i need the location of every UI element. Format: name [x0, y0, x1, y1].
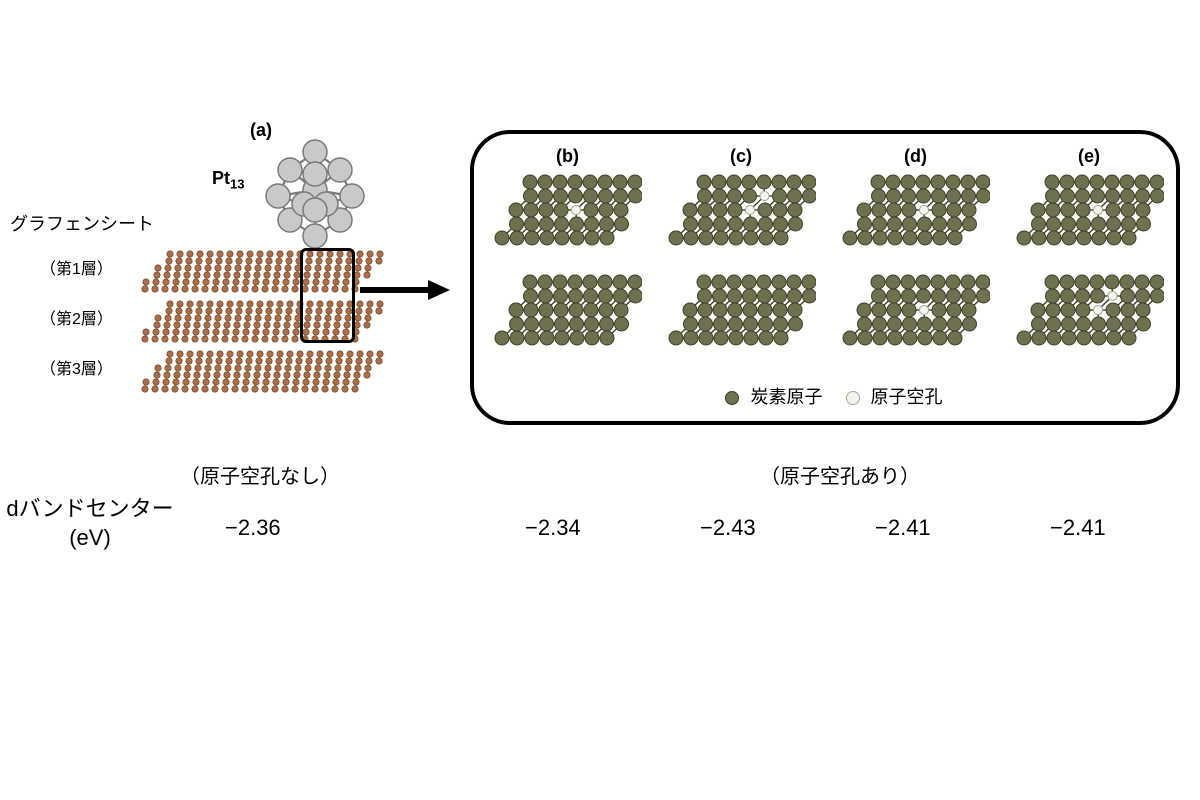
- pt13-label: Pt13: [212, 168, 244, 192]
- figure: (a) Pt13 グラフェンシート （第1層） （第2層） （第3層） (b) …: [0, 120, 1200, 680]
- dband-value-a: −2.36: [225, 515, 281, 541]
- with-vacancy-label: （原子空孔あり）: [760, 460, 920, 489]
- config-c-layer2: [666, 274, 816, 354]
- graphene-sheet-label: グラフェンシート: [10, 210, 154, 236]
- layer3-label: （第3層）: [40, 355, 113, 379]
- panel-label-e: (e): [1078, 146, 1100, 167]
- panel-a: (a) Pt13 グラフェンシート （第1層） （第2層） （第3層）: [130, 120, 440, 440]
- panel-label-b: (b): [556, 146, 579, 167]
- panel-label-d: (d): [904, 146, 927, 167]
- pt-sub: 13: [230, 177, 244, 192]
- config-c-layer1: [666, 174, 816, 254]
- panel-label-c: (c): [730, 146, 752, 167]
- highlight-box: [300, 248, 355, 343]
- dband-label: dバンドセンター (eV): [0, 495, 180, 552]
- dband-value-b: −2.34: [525, 515, 581, 541]
- config-b-layer2: [492, 274, 642, 354]
- dband-value-d: −2.41: [875, 515, 931, 541]
- dband-label-line1: dバンドセンター: [6, 496, 173, 521]
- dband-label-line2: (eV): [69, 525, 111, 550]
- legend: 炭素原子 原子空孔: [474, 383, 1176, 409]
- graphene-layer-3: [130, 350, 390, 390]
- config-b-layer1: [492, 174, 642, 254]
- config-d-layer1: [840, 174, 990, 254]
- layer1-label: （第1層）: [40, 255, 113, 279]
- dband-value-e: −2.41: [1050, 515, 1106, 541]
- pt-text: Pt: [212, 168, 230, 188]
- dband-value-c: −2.43: [700, 515, 756, 541]
- config-e-layer1: [1014, 174, 1164, 254]
- legend-carbon-dot-icon: [725, 391, 739, 405]
- no-vacancy-label: （原子空孔なし）: [180, 460, 340, 489]
- vacancy-panel: (b) (c) (d) (e) 炭素原子 原子空孔: [470, 130, 1180, 425]
- config-d-layer2: [840, 274, 990, 354]
- pt13-cluster: [260, 138, 370, 248]
- legend-carbon-text: 炭素原子: [750, 387, 822, 407]
- config-e-layer2: [1014, 274, 1164, 354]
- legend-vacancy-dot-icon: [846, 391, 860, 405]
- arrow: [360, 280, 450, 300]
- layer2-label: （第2層）: [40, 305, 113, 329]
- legend-vacancy-text: 原子空孔: [871, 387, 943, 407]
